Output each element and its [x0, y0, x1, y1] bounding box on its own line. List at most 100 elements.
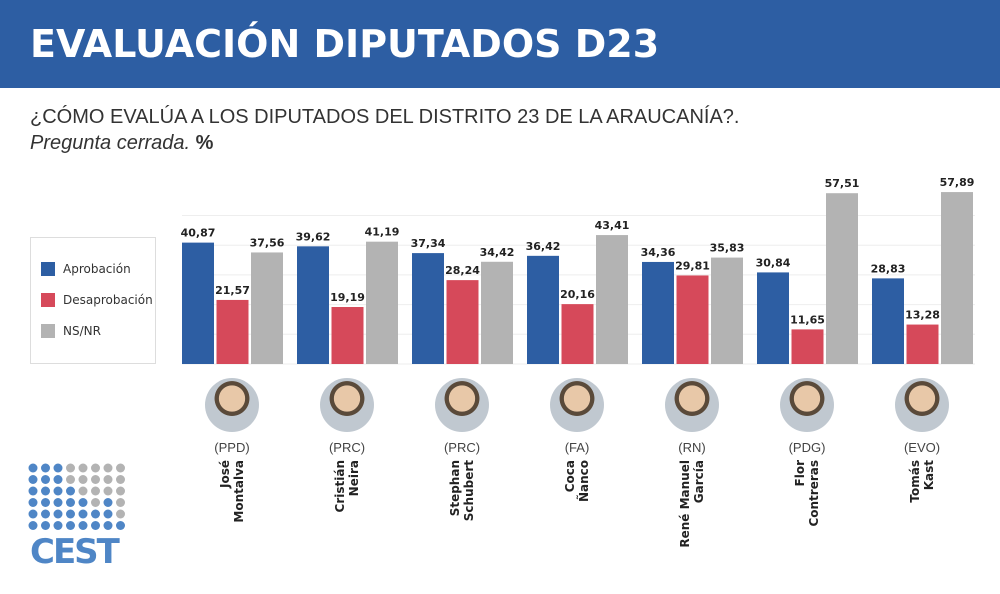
swatch: [41, 324, 55, 338]
legend-item-desaprobacion: Desaprobación: [41, 293, 153, 307]
logo-dot: [91, 475, 100, 484]
bar-1-6: [906, 324, 939, 364]
logo-dot: [116, 498, 125, 507]
header-banner: EVALUACIÓN DIPUTADOS D23: [0, 0, 1000, 88]
swatch: [41, 293, 55, 307]
data-label: 20,16: [560, 288, 595, 301]
bar-2-2: [481, 261, 513, 364]
data-label: 57,89: [940, 176, 975, 189]
candidate-photo: [550, 378, 604, 432]
logo-dot: [103, 498, 113, 507]
candidate-photo: [895, 378, 949, 432]
data-label: 28,83: [871, 262, 906, 275]
logo-dot: [66, 498, 75, 507]
bar-2-4: [711, 257, 743, 364]
logo-dot: [103, 509, 113, 519]
candidate-name: José Montalva: [218, 460, 246, 523]
logo-dot: [78, 486, 88, 496]
bar-2-6: [941, 192, 973, 364]
note: Pregunta cerrada.: [30, 132, 191, 154]
logo-dot: [78, 498, 88, 507]
logo-dot: [103, 475, 113, 484]
legend-label: Aprobación: [63, 262, 131, 276]
bar-2-3: [596, 235, 628, 364]
legend: Aprobación Desaprobación NS/NR: [30, 237, 156, 364]
bar-1-2: [446, 280, 479, 364]
logo-dot: [41, 486, 50, 496]
logo-dot: [28, 498, 38, 507]
logo-dot: [103, 486, 113, 496]
candidate-name: Tomás Kast: [908, 460, 936, 503]
candidate-name: Cristián Neira: [333, 460, 361, 513]
page-title: EVALUACIÓN DIPUTADOS D23: [30, 22, 660, 66]
logo-dot: [91, 486, 100, 496]
logo-dot: [53, 521, 63, 530]
bar-0-0: [182, 242, 214, 364]
data-label: 41,19: [365, 226, 400, 239]
party-label: (PRC): [443, 440, 481, 455]
logo-dot: [28, 475, 38, 484]
candidate-photo: [320, 378, 374, 432]
candidate-name: Coca Ñanco: [563, 460, 591, 503]
bar-0-1: [297, 246, 329, 364]
data-label: 28,24: [445, 264, 480, 277]
candidate-photo: [665, 378, 719, 432]
bar-1-5: [791, 329, 824, 364]
bar-0-3: [527, 255, 559, 364]
legend-label: NS/NR: [63, 324, 101, 338]
logo-dot: [91, 463, 100, 473]
party-label: (PDG): [788, 440, 826, 455]
legend-label: Desaprobación: [63, 293, 153, 307]
legend-item-nsnr: NS/NR: [41, 324, 101, 338]
bar-2-0: [251, 252, 283, 364]
bar-1-1: [331, 307, 364, 364]
logo-dot: [103, 463, 113, 473]
logo-dot: [53, 463, 63, 473]
logo-dot: [78, 521, 88, 530]
data-label: 57,51: [825, 177, 860, 190]
bar-1-4: [676, 275, 709, 364]
data-label: 36,42: [526, 240, 561, 253]
party-label: (PPD): [214, 440, 250, 455]
candidate-photo: [435, 378, 489, 432]
data-label: 13,28: [905, 309, 940, 322]
legend-item-aprobacion: Aprobación: [41, 262, 131, 276]
logo-dot: [53, 498, 63, 507]
logo-dot: [41, 509, 50, 519]
logo-dot: [28, 509, 38, 519]
logo-dot: [53, 475, 63, 484]
logo-dot: [116, 486, 125, 496]
unit: %: [195, 132, 214, 154]
logo-dot: [66, 463, 75, 473]
logo-dot: [116, 521, 125, 530]
party-label: (FA): [564, 440, 590, 455]
data-label: 39,62: [296, 230, 331, 243]
bar-1-3: [561, 304, 594, 364]
data-label: 34,36: [641, 246, 676, 259]
data-label: 37,34: [411, 237, 446, 250]
bar-2-1: [366, 241, 398, 364]
logo-dot: [53, 509, 63, 519]
bar-0-5: [757, 272, 789, 364]
logo-dot: [41, 498, 50, 507]
logo-dot: [66, 486, 75, 496]
party-label: (EVO): [903, 440, 941, 455]
candidate-name: Stephan Schubert: [448, 460, 476, 522]
bar-0-4: [642, 261, 674, 364]
logo-dot: [91, 509, 100, 519]
data-label: 34,42: [480, 246, 515, 259]
candidate-name: Flor Contreras: [793, 460, 821, 527]
candidate-photo: [205, 378, 259, 432]
bar-0-6: [872, 278, 904, 364]
data-label: 19,19: [330, 291, 365, 304]
logo-dot: [41, 475, 50, 484]
logo-dot: [116, 463, 125, 473]
logo-dot: [103, 521, 113, 530]
logo-dot: [78, 475, 88, 484]
bar-1-0: [216, 299, 249, 364]
data-label: 43,41: [595, 219, 630, 232]
cest-logo-text: CEST: [30, 532, 120, 572]
logo-dot: [28, 486, 38, 496]
data-label: 30,84: [756, 256, 791, 269]
data-label: 35,83: [710, 242, 745, 255]
